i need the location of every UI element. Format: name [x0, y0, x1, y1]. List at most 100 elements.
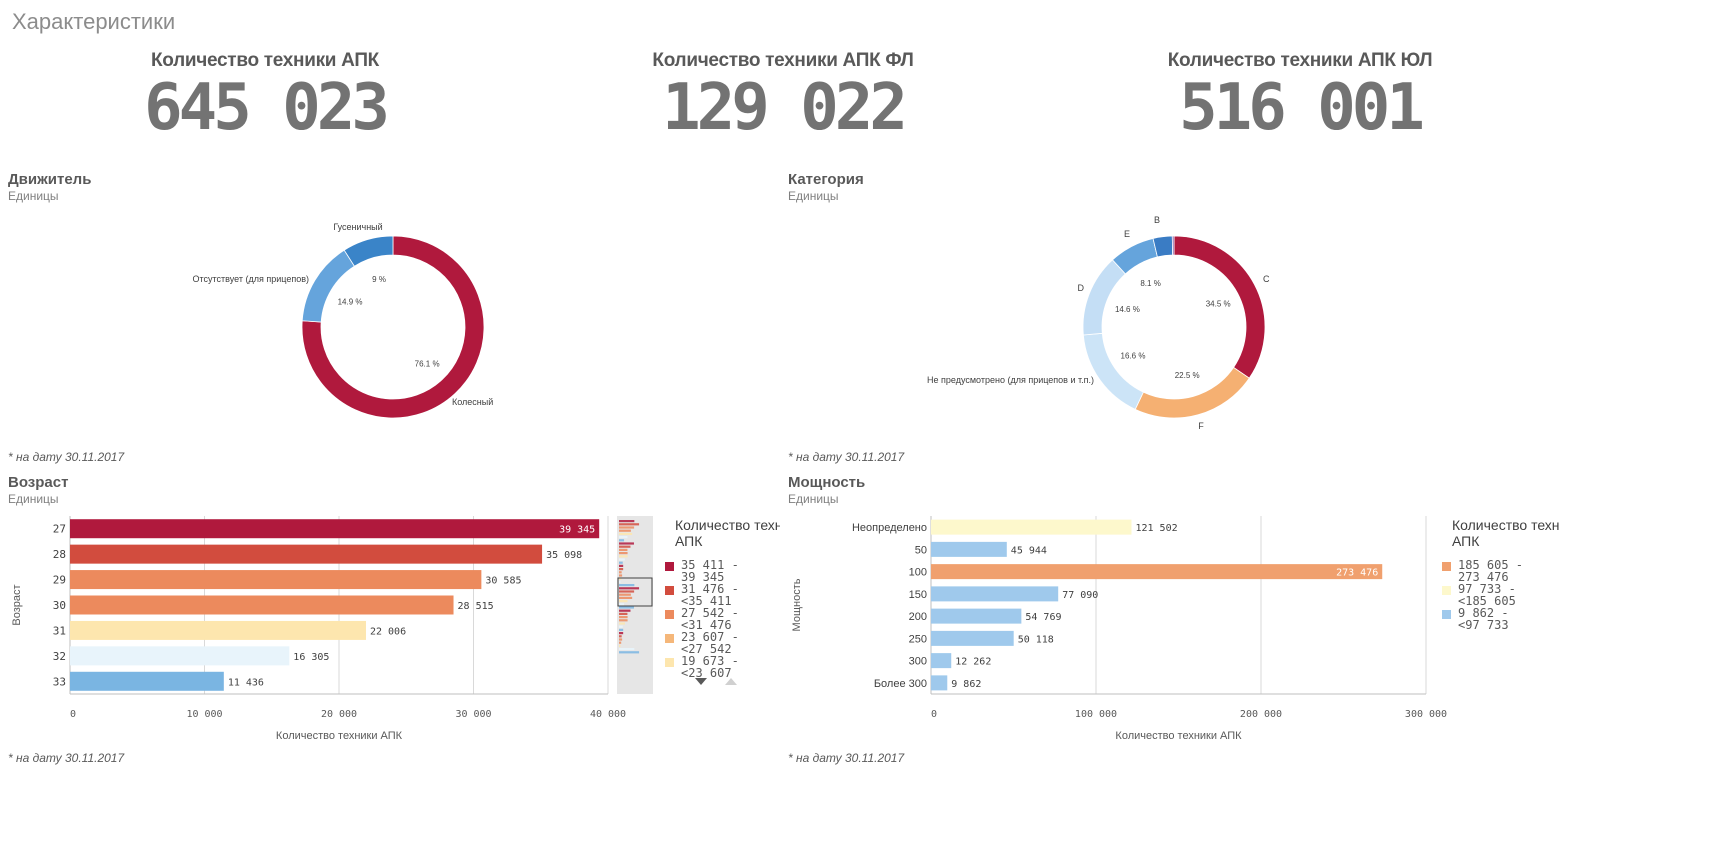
- mini-bar: [619, 536, 628, 539]
- age-panel-subtitle: Единицы: [8, 492, 59, 506]
- donut-slice[interactable]: [343, 235, 394, 267]
- mini-bar: [619, 606, 634, 609]
- mini-bar: [619, 628, 624, 631]
- bar-value-label: 45 944: [1011, 545, 1047, 556]
- legend-item-label[interactable]: 185 605 -: [1458, 558, 1523, 572]
- drive-panel-title: Движитель: [8, 171, 92, 188]
- legend-item-label[interactable]: 31 476 -: [681, 582, 739, 596]
- bar-value-label: 273 476: [1336, 568, 1378, 579]
- y-axis-title: Возраст: [11, 584, 23, 625]
- kpi-individuals[interactable]: Количество техники АПК ФЛ 129 022: [503, 50, 1063, 140]
- x-tick-label: 20 000: [321, 709, 357, 720]
- mini-bar: [619, 520, 635, 523]
- slice-percent-label: 9 %: [372, 275, 386, 284]
- mini-bar: [619, 638, 623, 641]
- donut-slice[interactable]: [301, 249, 355, 323]
- bar[interactable]: [931, 675, 948, 691]
- bar[interactable]: [931, 608, 1022, 624]
- y-category-label: 150: [909, 589, 927, 601]
- slice-category-label: Гусеничный: [333, 222, 382, 232]
- bar[interactable]: [70, 671, 224, 691]
- donut-slice[interactable]: [301, 235, 485, 419]
- mini-bar: [619, 555, 628, 558]
- legend-item-label[interactable]: 19 673 -: [681, 654, 739, 668]
- bar[interactable]: [70, 519, 600, 539]
- bar[interactable]: [70, 570, 482, 590]
- mini-bar: [619, 571, 622, 574]
- mini-bar: [619, 641, 622, 644]
- bar[interactable]: [70, 646, 290, 666]
- power-panel-title: Мощность: [788, 474, 866, 491]
- donut-slice[interactable]: [1171, 235, 1175, 256]
- y-category-label: 32: [53, 650, 66, 663]
- mini-bar: [619, 644, 621, 647]
- bar[interactable]: [70, 595, 454, 615]
- legend-item-label-range-end: <35 411: [681, 594, 732, 608]
- bar-value-label: 50 118: [1018, 634, 1054, 645]
- legend-item-label[interactable]: 97 733 -: [1458, 582, 1516, 596]
- x-tick-label: 30 000: [455, 709, 491, 720]
- slice-percent-label: 76.1 %: [415, 360, 440, 369]
- mini-bar: [619, 539, 625, 542]
- mini-bar: [619, 532, 633, 535]
- legend-item-label[interactable]: 35 411 -: [681, 558, 739, 572]
- bar[interactable]: [931, 630, 1014, 646]
- kpi-individuals-label: Количество техники АПК ФЛ: [652, 50, 914, 71]
- mini-bar: [619, 542, 634, 545]
- bar[interactable]: [70, 620, 366, 640]
- drive-panel-subtitle: Единицы: [8, 189, 59, 203]
- kpi-total-label: Количество техники АПК: [151, 50, 379, 71]
- legend-item-label[interactable]: 23 607 -: [681, 630, 739, 644]
- mini-bar: [619, 568, 624, 571]
- mini-bar: [619, 609, 631, 612]
- bar[interactable]: [931, 586, 1059, 602]
- y-category-label: 29: [53, 574, 66, 587]
- mini-bar: [619, 558, 625, 561]
- mini-bar: [619, 552, 628, 555]
- bar[interactable]: [931, 519, 1132, 535]
- legend-swatch: [1442, 562, 1451, 571]
- donut-slice[interactable]: [1082, 332, 1144, 410]
- mini-bar: [619, 619, 628, 622]
- bar[interactable]: [70, 544, 543, 564]
- mini-chart-viewport-handle[interactable]: [617, 577, 653, 607]
- bar[interactable]: [931, 541, 1007, 557]
- x-axis-title: Количество техники АПК: [1115, 730, 1242, 742]
- legend-item-label-range-end: <97 733: [1458, 618, 1509, 632]
- legend-item-label-range-end: <31 476: [681, 618, 732, 632]
- age-bar-chart[interactable]: 0 10 000 20 000 30 000 40 000 27 39 345 28 35 09…: [0, 510, 780, 745]
- slice-percent-label: 8.1 %: [1140, 279, 1160, 288]
- mini-bar: [619, 651, 640, 654]
- slice-category-label: Не предусмотрено (для прицепов и т.п.): [927, 375, 1094, 385]
- donut-slice[interactable]: [1082, 259, 1126, 336]
- power-bar-chart[interactable]: 0 100 000 200 000 300 000 Неопределено 121 50…: [780, 510, 1560, 745]
- category-panel-subtitle: Единицы: [788, 189, 839, 203]
- kpi-legal-entities[interactable]: Количество техники АПК ЮЛ 516 001: [1020, 50, 1580, 140]
- drive-donut-chart[interactable]: 76.1 % Колесный 14.9 % Отсутствует (для при…: [0, 205, 780, 445]
- x-tick-label: 0: [70, 709, 76, 720]
- bar[interactable]: [931, 564, 1383, 580]
- category-footnote: * на дату 30.11.2017: [788, 450, 905, 464]
- y-category-label: Более 300: [874, 678, 927, 690]
- legend-scroll-up-icon[interactable]: [725, 678, 737, 685]
- y-category-label: 250: [909, 633, 927, 645]
- slice-percent-label: 16.6 %: [1121, 352, 1146, 361]
- legend-title-line2: АПК: [675, 533, 703, 549]
- legend-item-label-range-end: <27 542: [681, 642, 732, 656]
- x-tick-label: 0: [931, 709, 937, 720]
- kpi-total[interactable]: Количество техники АПК 645 023: [0, 50, 545, 140]
- bar[interactable]: [931, 653, 952, 669]
- kpi-individuals-value: 129 022: [662, 71, 908, 145]
- category-donut-chart[interactable]: 34.5 % C 22.5 % F 16.6 % Не предусмотрено (дл…: [780, 205, 1560, 445]
- y-category-label: 200: [909, 611, 927, 623]
- mini-bar: [619, 596, 633, 599]
- legend-item-label[interactable]: 9 862 -: [1458, 606, 1509, 620]
- y-category-label: 28: [53, 548, 66, 561]
- legend-item-label[interactable]: 27 542 -: [681, 606, 739, 620]
- bar-value-label: 121 502: [1135, 523, 1177, 534]
- slice-category-label: C: [1263, 274, 1270, 284]
- mini-bar: [619, 561, 623, 564]
- mini-bar: [619, 564, 624, 567]
- bar-value-label: 12 262: [955, 657, 991, 668]
- legend-scroll-down-icon[interactable]: [695, 678, 707, 685]
